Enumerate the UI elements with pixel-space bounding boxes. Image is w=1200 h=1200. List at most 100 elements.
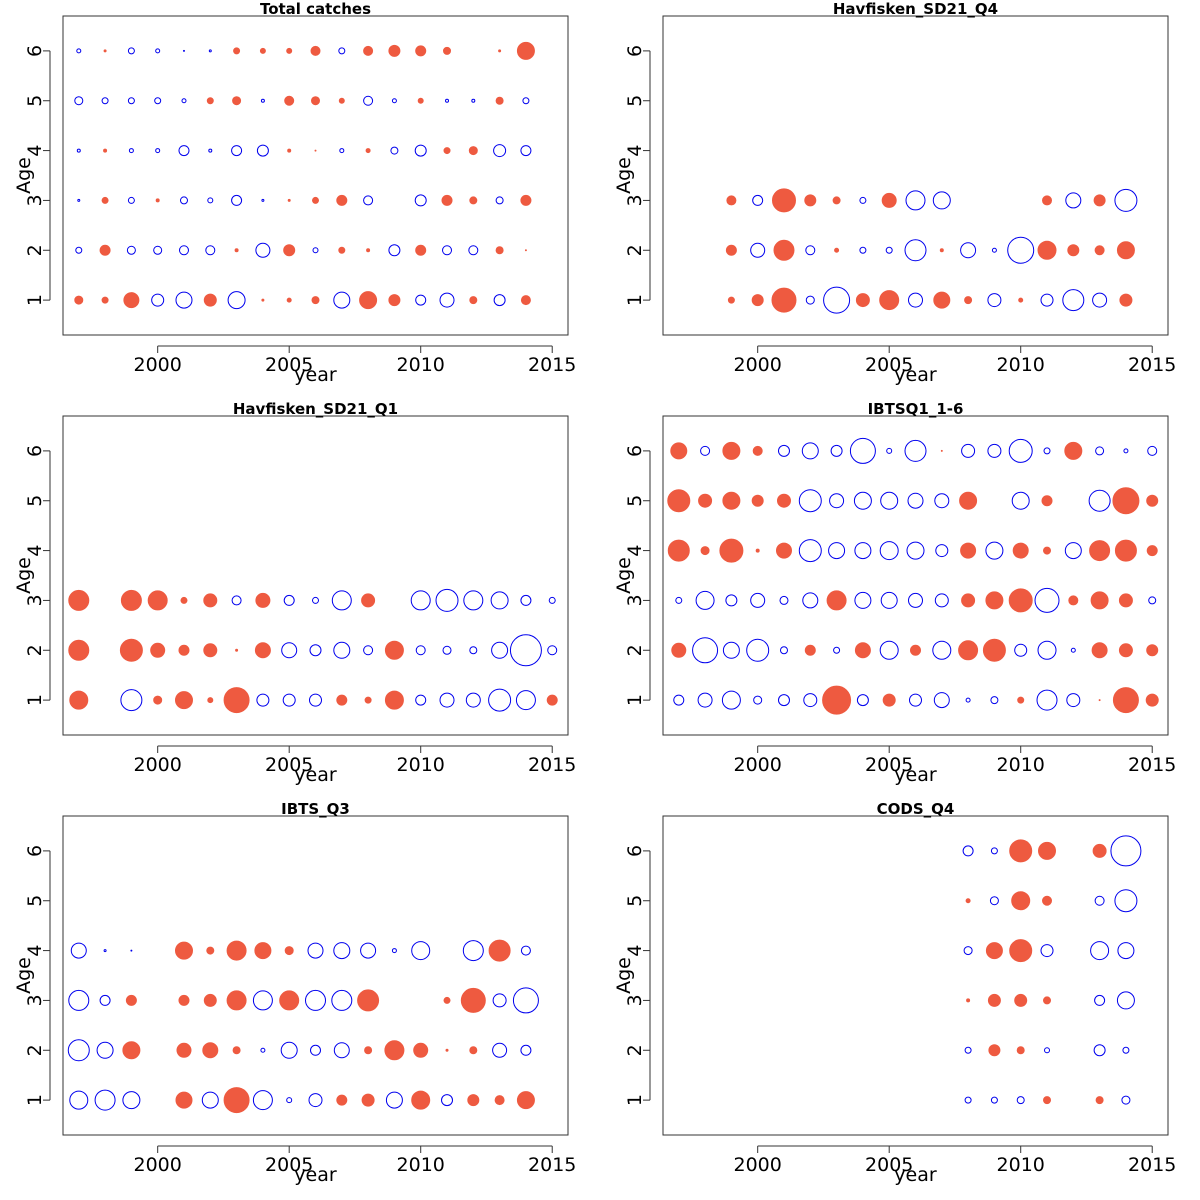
bubble-positive (384, 1040, 405, 1061)
bubble-positive (103, 148, 108, 153)
bubble-negative (802, 592, 819, 609)
bubble-negative (415, 294, 427, 306)
bubble-negative (151, 293, 165, 307)
bubble-negative (76, 48, 82, 54)
bubble-positive (494, 1095, 505, 1106)
bubble-positive (261, 298, 265, 302)
bubble-positive (207, 697, 214, 704)
bubble-negative (932, 640, 952, 660)
bubble-negative (1116, 991, 1135, 1010)
plot-frame (62, 415, 569, 736)
bubble-negative (493, 294, 506, 307)
bubble-positive (1093, 194, 1106, 207)
y-tick-label: 4 (24, 545, 46, 557)
bubble-negative (490, 591, 509, 610)
x-axis-label: year (294, 1164, 337, 1186)
bubble-negative (333, 291, 351, 309)
y-tick-label: 4 (624, 545, 646, 557)
x-tick-label: 2015 (528, 1154, 576, 1176)
bubble-positive (1118, 643, 1133, 658)
bubble-negative (94, 1089, 116, 1111)
bubble-positive (312, 196, 319, 204)
bubble-negative (934, 493, 950, 509)
bubble-positive (287, 148, 292, 153)
bubble-negative (410, 590, 431, 611)
bubble-positive (384, 640, 404, 660)
bubble-positive (155, 198, 160, 203)
bubble-negative (391, 948, 397, 954)
bubble-positive (469, 1046, 478, 1055)
bubble-negative (985, 541, 1004, 560)
bubble-positive (488, 939, 511, 962)
bubble-negative (830, 444, 843, 457)
bubble-negative (154, 97, 162, 105)
y-tick-label: 6 (24, 45, 46, 57)
bubble-negative (469, 646, 478, 655)
bubble-positive (771, 188, 796, 213)
panel-title: Havfisken_SD21_Q1 (233, 400, 398, 418)
bubble-positive (1041, 495, 1053, 507)
bubble-positive (366, 248, 371, 253)
bubble-positive (468, 146, 478, 156)
bubble-positive (985, 942, 1003, 960)
bubble-negative (1064, 542, 1082, 560)
bubble-negative (103, 949, 107, 953)
y-tick-label: 4 (624, 145, 646, 157)
bubble-negative (777, 444, 790, 457)
bubble-negative (512, 987, 539, 1014)
bubble-positive (314, 149, 317, 152)
bubble-negative (286, 1097, 293, 1104)
bubble-negative (255, 242, 271, 258)
bubble-positive (232, 96, 242, 106)
x-tick-label: 2010 (397, 354, 445, 376)
bubble-positive (985, 591, 1004, 610)
bubble-negative (1062, 289, 1085, 312)
bubble-negative (127, 196, 135, 204)
bubble-positive (286, 47, 293, 54)
bubble-positive (1038, 841, 1057, 860)
bubble-negative (1037, 640, 1057, 660)
bubble-negative (779, 595, 789, 605)
bubble-negative (153, 245, 163, 255)
bubble-negative (990, 696, 999, 705)
bubble-negative (823, 286, 851, 314)
bubble-negative (231, 194, 243, 206)
bubble-negative (1148, 596, 1157, 605)
bubble-positive (854, 642, 871, 659)
bubble-negative (127, 47, 135, 55)
bubble-negative (333, 641, 351, 659)
bubble-positive (1116, 241, 1135, 260)
bubble-positive (1092, 843, 1107, 858)
bubble-negative (227, 291, 246, 310)
bubble-positive (804, 644, 816, 656)
bubble-negative (67, 1039, 90, 1062)
bubble-negative (1040, 293, 1054, 307)
panel-2: Havfisken_SD21_Q4 2000 2005 2010 2015 year 1 2 3… (613, 0, 1176, 386)
bubble-negative (208, 148, 213, 153)
bubble-positive (202, 1042, 219, 1059)
y-axis-label: Age (13, 557, 35, 594)
bubble-negative (752, 194, 764, 206)
bubble-negative (68, 989, 90, 1011)
bubble-negative (673, 694, 685, 706)
bubble-negative (77, 198, 81, 202)
bubble-negative (987, 293, 1002, 308)
bubble-positive (726, 195, 737, 206)
bubble-positive (125, 994, 137, 1006)
bubble-negative (1114, 889, 1138, 913)
bubble-positive (255, 592, 271, 608)
x-tick-label: 2000 (734, 754, 782, 776)
bubble-negative (990, 1096, 998, 1104)
bubble-positive (727, 296, 735, 304)
bubble-negative (859, 246, 867, 254)
bubble-positive (226, 990, 247, 1011)
bubble-positive (120, 589, 142, 611)
panel-5: IBTS_Q3 2000 2005 2010 2015 year 1 2 3 4 5 6 Age (13, 800, 576, 1186)
bubble-negative (1092, 292, 1108, 308)
bubble-positive (388, 294, 401, 307)
bubble-negative (880, 591, 898, 609)
bubble-positive (1043, 1096, 1052, 1105)
bubble-negative (520, 945, 531, 956)
bubble-positive (1017, 696, 1025, 704)
bubble-positive (755, 548, 760, 553)
